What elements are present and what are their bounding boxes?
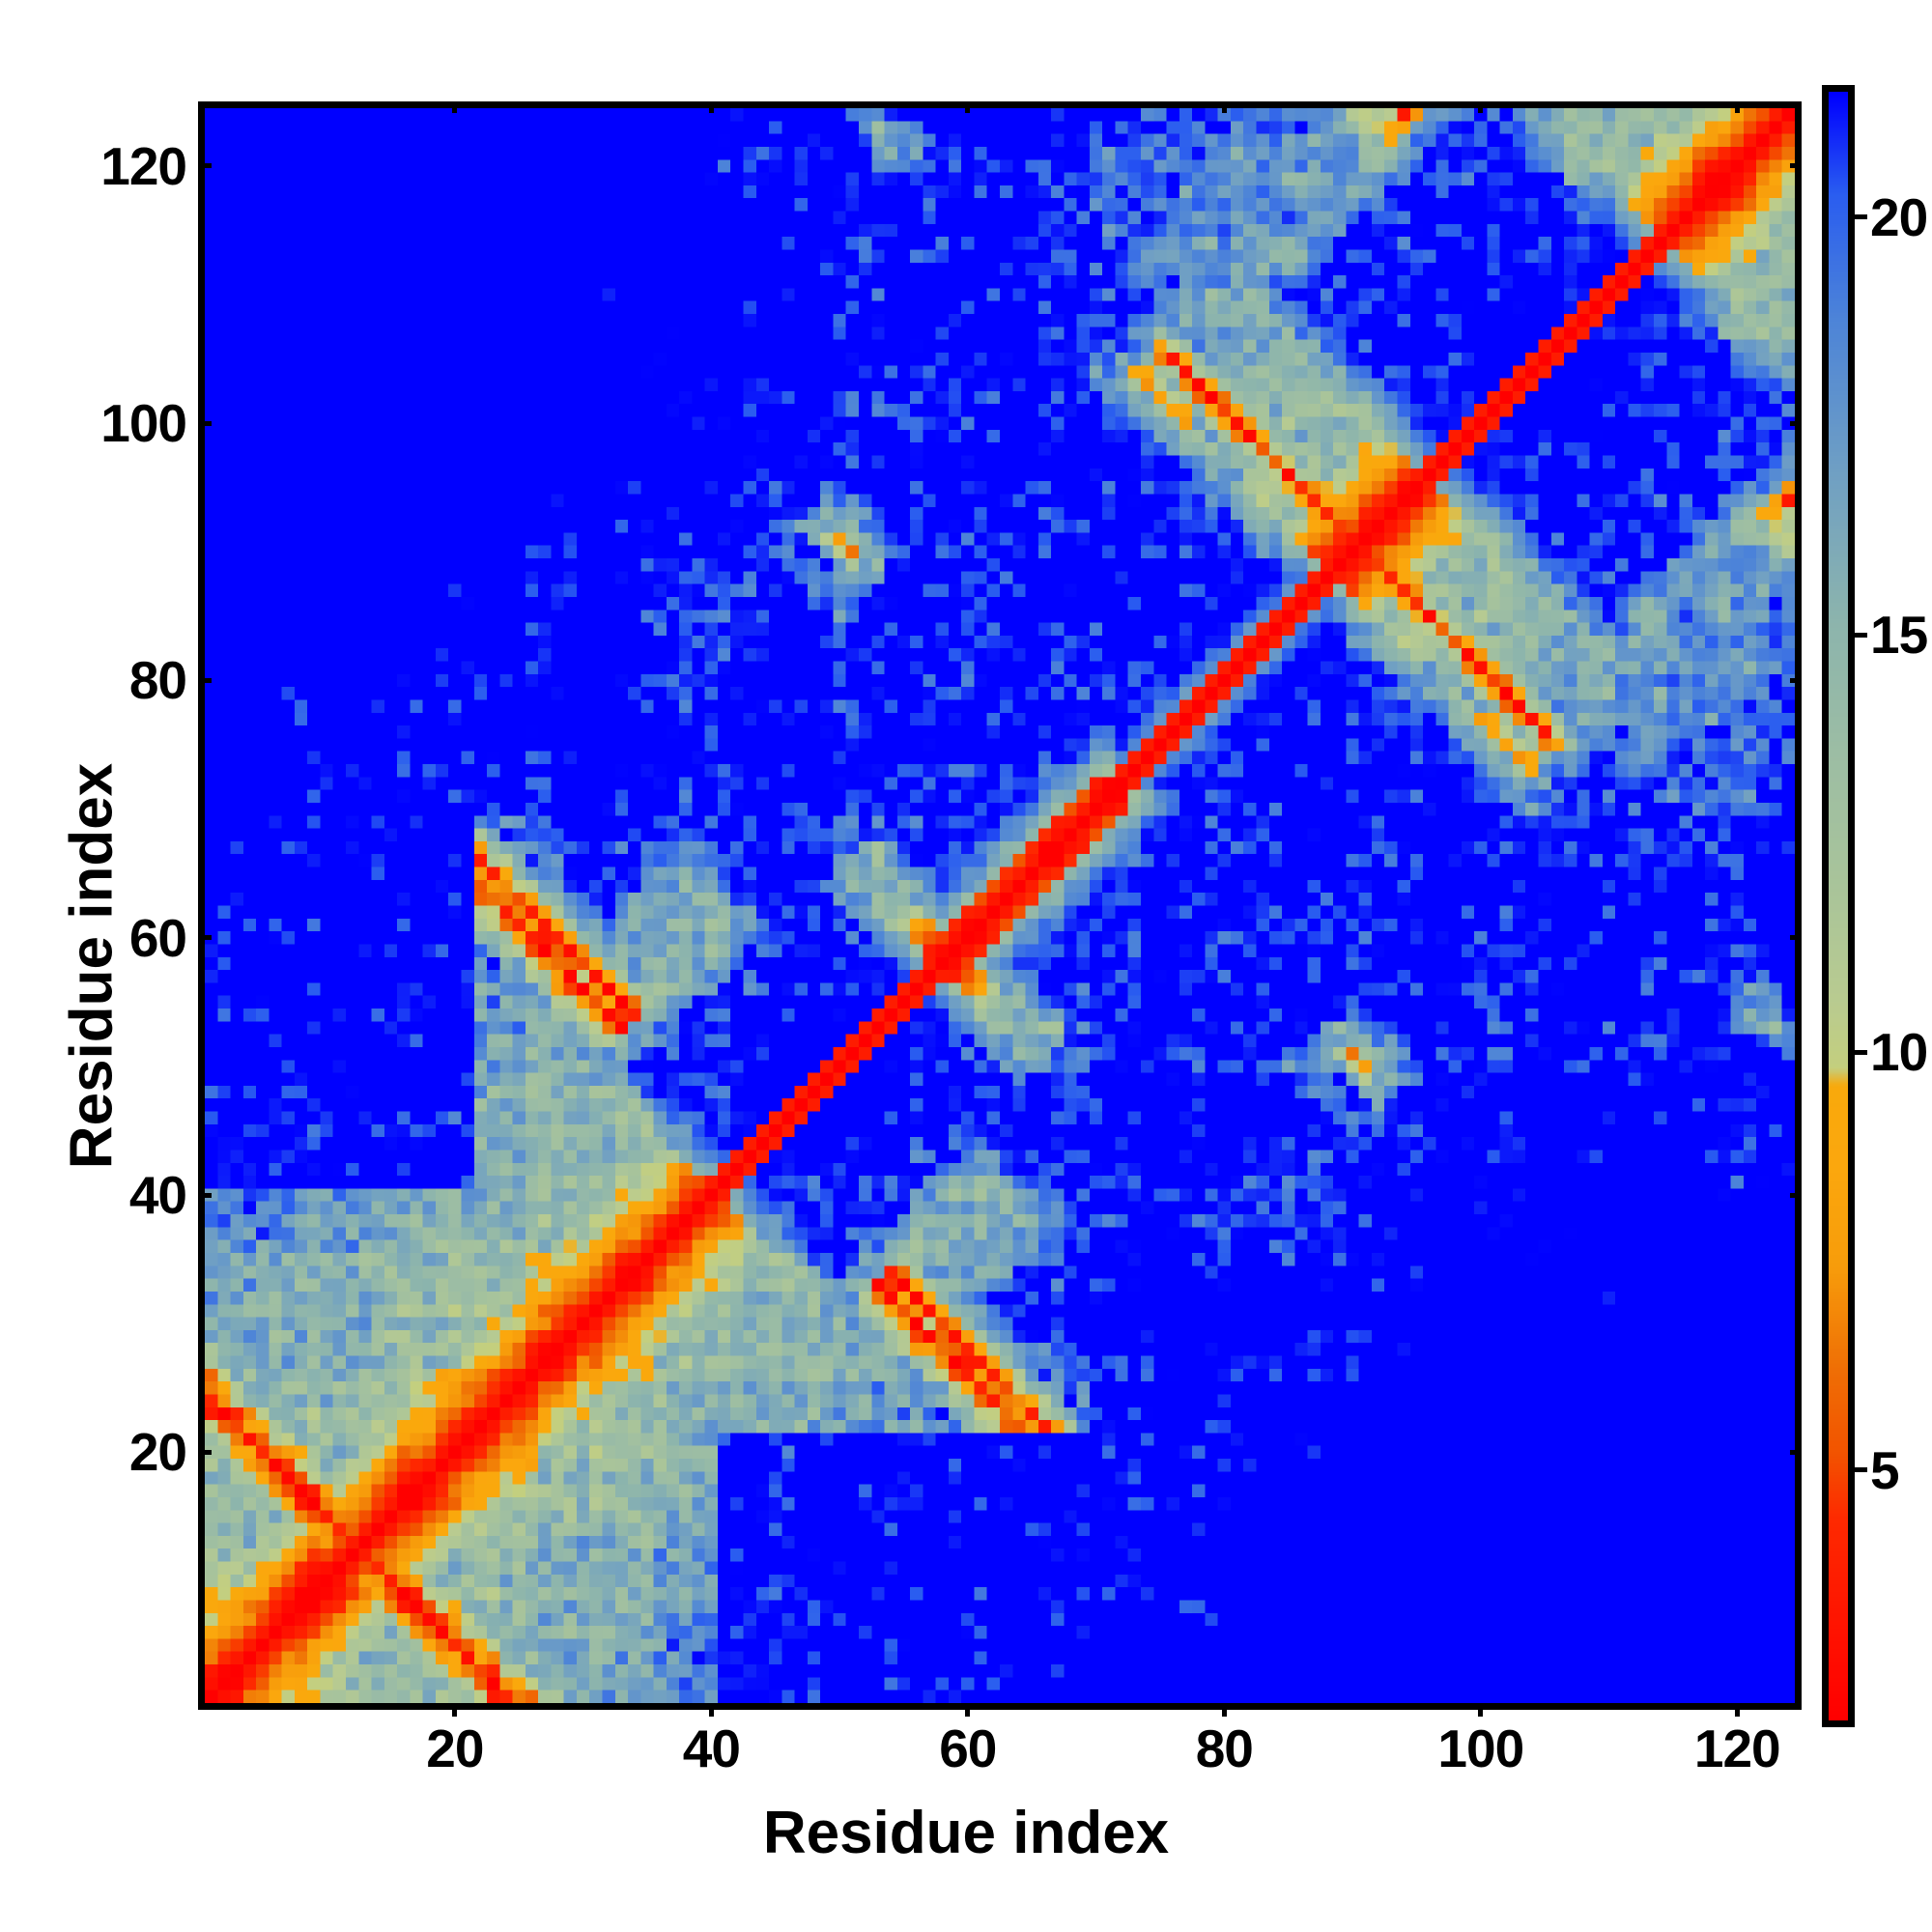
- x-tick-60: [965, 1703, 971, 1717]
- x-tick-80: [1221, 1703, 1227, 1717]
- y-tick-100: [198, 420, 212, 426]
- y-tick-right-120: [1790, 163, 1802, 169]
- colorbar-tick-label-5: 5: [1870, 1439, 1900, 1500]
- x-tick-top-20: [452, 101, 458, 113]
- x-tick-20: [452, 1703, 458, 1717]
- x-tick-label-60: 60: [939, 1719, 997, 1778]
- colorbar-tick-20: [1855, 214, 1867, 220]
- y-tick-40: [198, 1192, 212, 1198]
- y-axis-title: Residue index: [58, 762, 126, 1170]
- x-tick-120: [1734, 1703, 1740, 1717]
- x-tick-top-40: [708, 101, 714, 113]
- y-tick-60: [198, 935, 212, 941]
- x-tick-label-20: 20: [426, 1719, 484, 1778]
- y-tick-right-40: [1790, 1192, 1802, 1198]
- y-tick-right-80: [1790, 677, 1802, 683]
- x-tick-label-40: 40: [682, 1719, 741, 1778]
- colorbar-tick-5: [1855, 1467, 1867, 1473]
- colorbar-gradient: [1829, 92, 1848, 1720]
- x-tick-top-80: [1221, 101, 1227, 113]
- heatmap-plot-area: [198, 101, 1802, 1710]
- x-tick-label-120: 120: [1693, 1719, 1781, 1778]
- colorbar-tick-15: [1855, 632, 1867, 638]
- x-tick-100: [1478, 1703, 1484, 1717]
- y-tick-label-40: 40: [128, 1165, 187, 1226]
- colorbar-frame: [1822, 85, 1855, 1727]
- y-tick-right-100: [1790, 420, 1802, 426]
- y-tick-120: [198, 163, 212, 169]
- y-tick-label-80: 80: [128, 650, 187, 711]
- y-tick-label-20: 20: [128, 1422, 187, 1483]
- x-tick-top-120: [1734, 101, 1740, 113]
- colorbar-tick-label-10: 10: [1870, 1022, 1928, 1083]
- x-tick-label-100: 100: [1437, 1719, 1524, 1778]
- y-tick-right-60: [1790, 935, 1802, 941]
- colorbar-tick-label-15: 15: [1870, 605, 1928, 665]
- y-tick-label-120: 120: [100, 135, 187, 196]
- y-tick-20: [198, 1449, 212, 1455]
- x-axis-title: Residue index: [762, 1800, 1170, 1866]
- colorbar: 5 10 15 20: [1822, 85, 1928, 1727]
- y-tick-right-20: [1790, 1449, 1802, 1455]
- heatmap-canvas: [205, 108, 1795, 1703]
- colorbar-tick-label-20: 20: [1870, 186, 1928, 247]
- y-tick-80: [198, 677, 212, 683]
- x-tick-top-100: [1478, 101, 1484, 113]
- y-tick-label-100: 100: [100, 393, 187, 454]
- x-tick-top-60: [965, 101, 971, 113]
- x-tick-label-80: 80: [1195, 1719, 1254, 1778]
- colorbar-tick-10: [1855, 1049, 1867, 1055]
- y-tick-label-60: 60: [128, 907, 187, 968]
- x-tick-40: [708, 1703, 714, 1717]
